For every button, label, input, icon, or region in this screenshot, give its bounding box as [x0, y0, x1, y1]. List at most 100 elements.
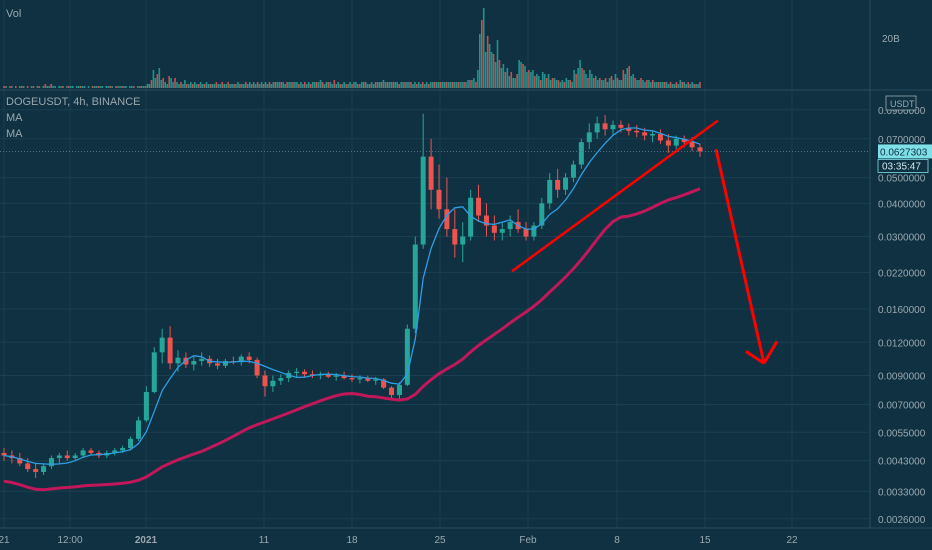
- volume-bar: [239, 84, 241, 88]
- volume-bar: [262, 84, 265, 88]
- volume-bar: [60, 86, 62, 88]
- volume-bar: [305, 84, 308, 88]
- price-tick-label: 0.0220000: [878, 268, 926, 279]
- volume-bar: [500, 68, 503, 88]
- volume-bar: [205, 82, 208, 88]
- volume-bar: [484, 52, 487, 88]
- last-price-label: 0.0627303: [880, 147, 928, 158]
- volume-bar: [362, 82, 365, 88]
- volume-bar: [170, 78, 172, 88]
- volume-bar: [146, 84, 149, 88]
- candle-body: [468, 197, 474, 237]
- volume-bar: [410, 82, 412, 88]
- price-tick-label: 0.0043000: [878, 457, 926, 468]
- volume-bar: [203, 84, 206, 88]
- volume-bar: [453, 82, 456, 88]
- volume-bar: [567, 80, 570, 88]
- volume-bar: [150, 80, 153, 88]
- candle-body: [634, 130, 640, 133]
- volume-bar: [260, 82, 263, 88]
- volume-bar: [36, 86, 39, 88]
- volume-bar: [327, 82, 330, 88]
- candle-body: [309, 374, 315, 376]
- volume-bar: [164, 82, 167, 88]
- volume-bar: [62, 86, 64, 88]
- volume-bar: [622, 70, 625, 88]
- volume-bar: [42, 86, 45, 88]
- volume-bar: [640, 78, 642, 88]
- volume-bar: [364, 82, 367, 88]
- volume-bar: [229, 84, 231, 88]
- volume-bar: [270, 84, 273, 88]
- volume-bar: [26, 86, 29, 88]
- volume-bar: [343, 82, 345, 88]
- volume-bar: [331, 84, 334, 88]
- volume-bar: [197, 84, 200, 88]
- volume-bar: [30, 86, 33, 88]
- volume-bar: [425, 82, 428, 88]
- candle-body: [420, 156, 426, 245]
- volume-bar: [522, 64, 524, 88]
- volume-bar: [162, 78, 165, 88]
- price-tick-label: 0.0055000: [878, 428, 926, 439]
- volume-bar: [376, 82, 379, 88]
- volume-bar: [329, 82, 332, 88]
- volume-bar: [284, 84, 286, 88]
- volume-bar: [250, 84, 253, 88]
- candle-body: [570, 164, 576, 178]
- volume-bars: [3, 8, 701, 88]
- volume-bar: [168, 76, 170, 88]
- candle-body: [586, 132, 592, 143]
- volume-bar: [70, 86, 72, 88]
- volume-bar: [368, 84, 371, 88]
- volume-bar: [152, 70, 155, 88]
- volume-bar: [528, 70, 530, 88]
- volume-bar: [539, 80, 542, 88]
- volume-bar: [498, 60, 501, 88]
- volume-bar: [644, 82, 646, 88]
- volume-bar: [225, 84, 227, 88]
- volume-bar: [160, 80, 163, 88]
- volume-bar: [616, 78, 619, 88]
- volume-bar: [620, 80, 623, 88]
- volume-bar: [486, 36, 489, 88]
- volume-bar: [186, 84, 188, 88]
- candle-body: [523, 229, 529, 237]
- volume-bar: [278, 82, 281, 88]
- volume-bar: [437, 82, 440, 88]
- volume-bar: [520, 62, 522, 88]
- volume-bar: [502, 64, 505, 88]
- volume-bar: [559, 82, 562, 88]
- volume-bar: [650, 82, 652, 88]
- volume-bar: [657, 82, 660, 88]
- drawings: [0, 119, 870, 365]
- candle-body: [460, 236, 466, 245]
- volume-bar: [22, 86, 25, 88]
- volume-bar: [467, 80, 469, 88]
- volume-bar: [276, 82, 279, 88]
- volume-bar: [537, 76, 540, 88]
- candle-body: [120, 448, 126, 451]
- volume-bar: [482, 8, 485, 88]
- volume-bar: [213, 84, 216, 88]
- volume-bar: [58, 86, 60, 88]
- volume-bar: [618, 80, 621, 88]
- volume-bar: [201, 84, 204, 88]
- volume-bar: [366, 84, 369, 88]
- price-tick-label: 0.0700000: [878, 135, 926, 146]
- volume-bar: [48, 86, 51, 88]
- volume-bar: [191, 84, 194, 88]
- candle-body: [642, 132, 648, 136]
- candle-body: [199, 358, 205, 362]
- volume-bar: [351, 84, 353, 88]
- candle-body: [88, 450, 94, 453]
- volume-bar: [593, 78, 595, 88]
- candle-body: [325, 374, 331, 377]
- candle-body: [254, 359, 260, 376]
- volume-bar: [199, 82, 202, 88]
- volume-bar: [140, 86, 143, 88]
- volume-bar: [68, 86, 70, 88]
- candle-body: [246, 356, 252, 360]
- candle-body: [594, 123, 600, 133]
